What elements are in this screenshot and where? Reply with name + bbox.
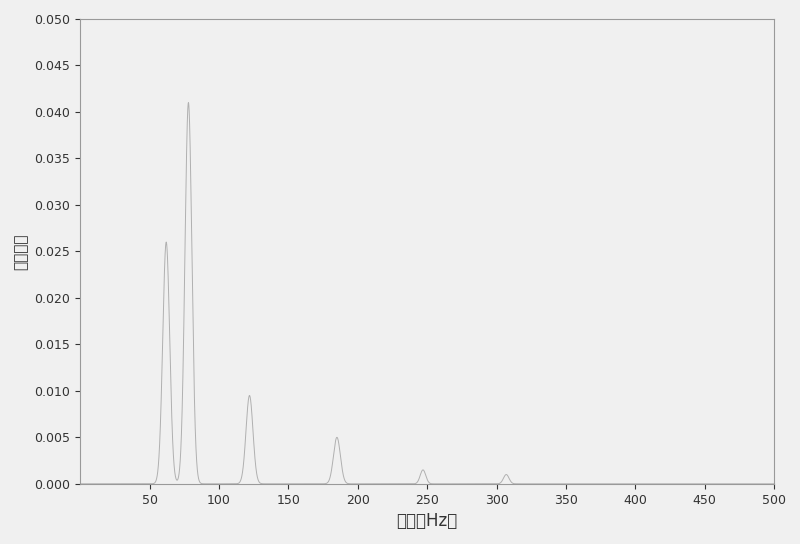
Y-axis label: 输出幅度: 输出幅度 (14, 233, 29, 270)
X-axis label: 频率（Hz）: 频率（Hz） (397, 512, 458, 530)
